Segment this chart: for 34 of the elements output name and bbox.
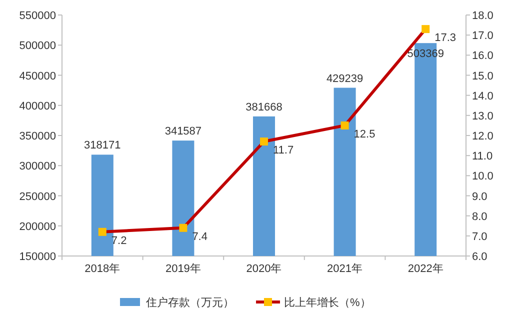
y-tick-label: 500000 [19,40,56,52]
y2-tick-label: 10.0 [472,170,494,183]
y2-tick-label: 14.0 [472,90,494,102]
y2-tick-label: 12.0 [472,130,494,142]
x-tick-label: 2018年 [84,263,120,275]
y-tick-label: 550000 [19,10,56,22]
y2-tick-label: 8.0 [472,210,488,223]
y2-tick-label: 16.0 [472,50,494,62]
y-tick-label: 250000 [19,190,56,203]
y-tick-label: 150000 [19,251,56,263]
y2-tick-label: 11.0 [472,150,493,163]
y-tick-label: 300000 [19,160,56,173]
x-tick-label: 2020年 [246,263,282,275]
legend-label: 比上年增长（%） [284,296,371,309]
y2-tick-label: 6.0 [472,251,488,263]
y2-tick-label: 13.0 [472,110,494,122]
x-tick-label: 2021年 [327,263,363,275]
data-label: 341587 [164,126,202,138]
data-label: 381668 [246,101,282,114]
y-tick-label: 450000 [19,70,56,82]
data-label: 17.3 [434,32,456,44]
data-label: 429239 [326,72,364,85]
y-tick-label: 400000 [19,100,56,112]
y2-tick-label: 15.0 [472,70,494,82]
data-label: 318171 [84,140,121,152]
y2-tick-label: 17.0 [472,30,494,42]
y2-tick-label: 7.0 [472,230,488,243]
x-tick-label: 2019年 [165,263,201,275]
y-tick-label: 200000 [19,220,56,233]
legend-label: 住户存款（万元） [146,296,234,309]
y2-tick-label: 18.0 [472,10,494,22]
y2-tick-label: 9.0 [472,190,488,203]
y-tick-label: 350000 [19,130,56,142]
x-tick-label: 2022年 [408,263,444,275]
